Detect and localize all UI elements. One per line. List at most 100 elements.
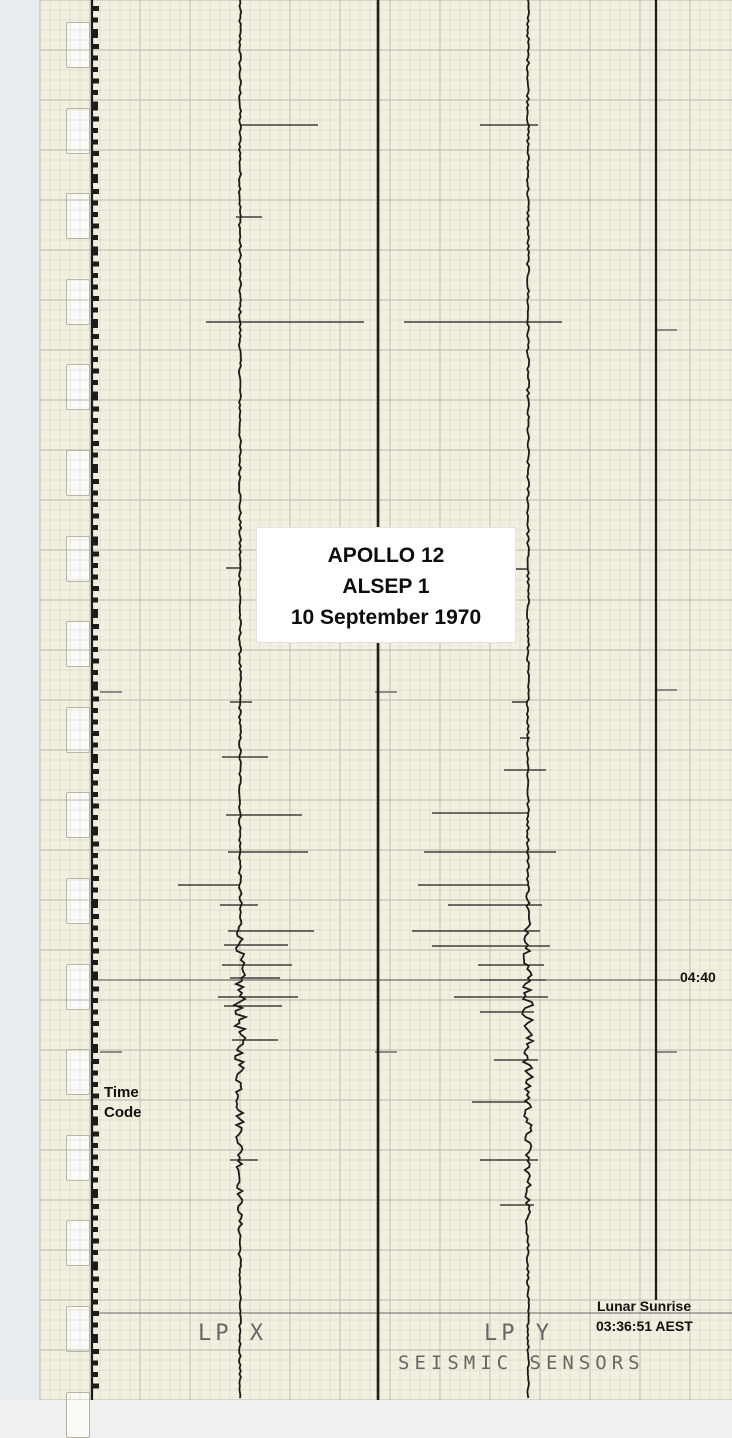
time-code-tick (92, 212, 98, 217)
time-code-tick (92, 780, 98, 786)
time-code-tick (92, 624, 99, 629)
time-code-tick (92, 1093, 99, 1099)
time-code-tick (92, 1250, 98, 1255)
time-code-tick (92, 174, 98, 183)
time-code-tick (92, 1189, 98, 1198)
title-line-2: ALSEP 1 (342, 575, 430, 598)
time-code-tick (92, 1105, 98, 1110)
time-code-tick (92, 116, 99, 122)
time-code-tick (92, 307, 98, 313)
time-code-tick (92, 17, 98, 23)
time-code-tick (92, 948, 99, 954)
lp-y-trace (521, 0, 536, 1399)
time-code-tick (92, 513, 99, 519)
time-code-tick (92, 1070, 98, 1076)
time-code-tick (92, 960, 98, 965)
time-code-tick (92, 29, 98, 38)
time-code-tick (92, 719, 98, 725)
time-code-tick (92, 235, 98, 240)
time-code-tick (92, 162, 98, 168)
time-code-tick (92, 1116, 98, 1126)
time-code-tick (92, 769, 99, 774)
time-code-tick (92, 429, 98, 435)
time-code-tick (92, 998, 98, 1003)
time-code-tick (92, 391, 98, 401)
time-code-tick (92, 128, 98, 133)
time-code-tick (92, 1334, 98, 1343)
time-code-tick (92, 1044, 98, 1053)
time-code-tick (92, 1349, 99, 1354)
time-code-tick (92, 551, 99, 557)
time-code-tick (92, 1009, 98, 1015)
time-code-tick (92, 792, 98, 797)
time-code-tick (92, 1288, 98, 1293)
handwritten-lp-y: LP Y (484, 1321, 553, 1346)
time-code-tick (92, 1383, 99, 1389)
time-code-tick (92, 284, 98, 290)
time-code-tick (92, 90, 98, 95)
time-code-tick (92, 1299, 98, 1305)
time-code-tick (92, 1261, 98, 1271)
time-code-label-1: Time (104, 1084, 139, 1101)
time-code-tick (92, 986, 99, 992)
time-code-tick (92, 826, 98, 836)
channel-lines (376, 0, 658, 1400)
time-code-tick (92, 597, 98, 603)
time-code-tick (92, 296, 99, 301)
time-code-tick (92, 452, 98, 458)
time-code-tick (92, 479, 99, 484)
time-code-track (90, 0, 99, 1400)
time-code-tick (92, 899, 98, 908)
time-code-tick (92, 246, 98, 256)
time-code-tick (92, 345, 98, 351)
time-code-tick (92, 139, 98, 145)
time-code-tick (92, 670, 98, 675)
time-code-tick (92, 1276, 99, 1282)
time-code-tick (92, 609, 98, 618)
time-code-tick (92, 200, 98, 206)
time-code-tick (92, 574, 98, 580)
time-code-tick (92, 754, 98, 763)
time-code-tick (92, 490, 98, 496)
time-code-tick (92, 742, 98, 748)
time-code-tick (92, 586, 99, 591)
time-code-tick (92, 841, 99, 847)
time-code-tick (92, 1166, 99, 1171)
lp-x-trace (232, 0, 249, 1399)
time-code-tick (92, 223, 99, 229)
time-code-tick (92, 319, 98, 328)
time-code-tick (92, 101, 98, 111)
time-code-tick (92, 696, 99, 702)
time-code-tick (92, 708, 98, 713)
time-code-tick (92, 6, 99, 11)
time-code-tick (92, 1021, 99, 1026)
time-code-tick (92, 937, 98, 942)
time-code-tick (92, 1322, 98, 1328)
seismic-traces (178, 0, 562, 1399)
time-code-tick (92, 1360, 98, 1366)
time-code-tick (92, 368, 99, 374)
time-code-tick (92, 1143, 98, 1148)
time-code-tick (92, 406, 99, 412)
time-code-tick (92, 1154, 98, 1160)
seismogram-chart (39, 0, 732, 1400)
time-code-tick (92, 44, 99, 49)
handwritten-seismic-sensors: SEISMIC SENSORS (398, 1352, 645, 1374)
time-code-tick (92, 464, 98, 473)
time-code-tick (92, 1215, 98, 1221)
time-code-tick (92, 887, 98, 893)
time-code-tick (92, 1059, 99, 1064)
time-code-tick (92, 261, 99, 267)
time-code-tick (92, 971, 98, 981)
time-code-tick (92, 189, 99, 194)
time-code-tick (92, 273, 98, 278)
time-code-tick (92, 418, 98, 423)
time-code-tick (92, 635, 98, 641)
time-code-tick (92, 441, 99, 446)
sunrise-label-1: Lunar Sunrise (597, 1298, 692, 1314)
time-code-tick (92, 525, 98, 530)
time-code-tick (92, 67, 98, 72)
time-marker-label: 04:40 (680, 969, 716, 985)
time-code-tick (92, 1372, 98, 1377)
time-code-tick (92, 1311, 99, 1316)
